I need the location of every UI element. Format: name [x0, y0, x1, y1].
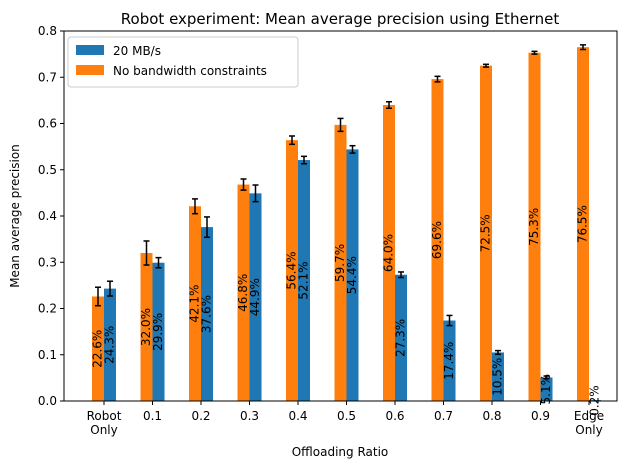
bar — [92, 296, 104, 401]
data-label: 22.6% — [91, 330, 105, 368]
x-tick-label: Edge — [574, 409, 604, 423]
bar — [395, 274, 407, 401]
y-axis-label: Mean average precision — [8, 144, 22, 288]
data-label: 64.0% — [382, 234, 396, 272]
bar — [540, 377, 553, 401]
legend-frame — [67, 36, 299, 88]
data-label: 29.9% — [151, 313, 165, 351]
legend: 20 MB/s No bandwidth constraints — [67, 36, 299, 88]
y-tick-label: 0.5 — [38, 163, 57, 177]
value-label-layer: 24.3% 29.9% 37.6% 44.9% 52.1% 54.4% 27.3% 17.4%… — [91, 205, 602, 416]
bar — [286, 140, 298, 401]
data-label: 56.4% — [285, 252, 299, 290]
x-tick-label: 0.1 — [143, 409, 162, 423]
data-label: 5.1% — [539, 374, 553, 405]
x-tick-label: 0.7 — [434, 409, 453, 423]
x-tick-label: 0.9 — [531, 409, 550, 423]
legend-swatch — [76, 45, 104, 55]
bar — [480, 65, 492, 401]
bar — [249, 193, 262, 401]
bar — [237, 184, 250, 401]
bar — [334, 124, 347, 401]
data-label: 46.8% — [236, 274, 250, 312]
bar — [577, 47, 589, 401]
x-tick-label: Only — [575, 423, 603, 437]
data-label: 44.9% — [248, 278, 262, 316]
y-tick-label: 0.3 — [38, 255, 57, 269]
x-axis-label: Offloading Ratio — [292, 445, 389, 459]
chart-title: Robot experiment: Mean average precision… — [121, 10, 560, 28]
bar-layer — [92, 47, 601, 402]
data-label: 54.4% — [345, 256, 359, 294]
data-label: 27.3% — [394, 319, 408, 357]
legend-entry: No bandwidth constraints — [113, 64, 267, 78]
data-label: 37.6% — [200, 295, 214, 333]
data-label: 69.6% — [430, 221, 444, 259]
y-tick-label: 0.6 — [38, 117, 57, 131]
y-axis: 0.0 0.1 0.2 0.3 0.4 0.5 0.6 0.7 0.8 — [38, 24, 64, 408]
legend-swatch — [76, 65, 104, 75]
x-tick-label: 0.2 — [191, 409, 210, 423]
bar — [492, 352, 504, 401]
data-label: 52.1% — [297, 261, 311, 299]
error-bar-layer — [95, 44, 586, 380]
bar — [298, 160, 310, 401]
data-label: 72.5% — [479, 214, 493, 252]
bar — [104, 288, 116, 401]
bar — [140, 253, 153, 401]
x-tick-label: 0.3 — [240, 409, 259, 423]
data-label: 76.5% — [576, 205, 590, 243]
data-label: 42.1% — [188, 285, 202, 323]
data-label: 24.3% — [103, 326, 117, 364]
data-label: 59.7% — [333, 244, 347, 282]
x-tick-label: 0.4 — [288, 409, 307, 423]
bar — [346, 149, 359, 401]
bar — [383, 105, 395, 401]
bar — [431, 79, 444, 401]
data-label: 75.3% — [527, 208, 541, 246]
y-tick-label: 0.4 — [38, 209, 57, 223]
y-tick-label: 0.0 — [38, 394, 57, 408]
bar — [152, 262, 165, 401]
x-tick-label: 0.5 — [337, 409, 356, 423]
bar — [201, 227, 213, 401]
data-label: 10.5% — [491, 358, 505, 396]
y-tick-label: 0.8 — [38, 24, 57, 38]
y-tick-label: 0.1 — [38, 348, 57, 362]
x-tick-label: Only — [90, 423, 118, 437]
bar — [189, 206, 201, 401]
y-tick-label: 0.2 — [38, 302, 57, 316]
legend-entry: 20 MB/s — [113, 44, 161, 58]
bar — [528, 52, 541, 402]
x-tick-label: Robot — [87, 409, 122, 423]
x-tick-label: 0.6 — [385, 409, 404, 423]
bar — [443, 320, 456, 401]
data-label: 32.0% — [139, 308, 153, 346]
data-label: 17.4% — [442, 342, 456, 380]
x-tick-label: 0.8 — [482, 409, 501, 423]
y-tick-label: 0.7 — [38, 70, 57, 84]
